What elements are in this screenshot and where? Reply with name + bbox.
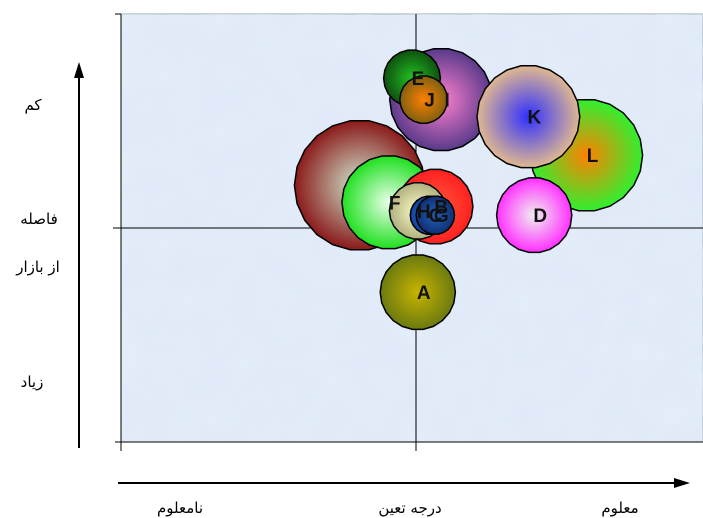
bubble-a — [379, 254, 457, 331]
bubble-label-a: A — [417, 283, 431, 304]
y-label-mid-2: از بازار — [15, 258, 60, 276]
bubble-label-j: J — [424, 91, 435, 112]
bubble-d — [495, 177, 573, 254]
bubble-k — [476, 65, 581, 169]
bubble-label-i: I — [444, 91, 449, 112]
bubble-label-l: L — [587, 146, 599, 167]
bubble-label-h: H — [417, 202, 431, 223]
bubble-label-c: C — [429, 206, 443, 227]
bubble-label-k: K — [528, 108, 542, 129]
bubble-label-g: G — [434, 206, 449, 227]
y-label-top: کم — [24, 96, 42, 114]
y-arrow-head-icon — [74, 62, 84, 78]
x-label-low: نامعلوم — [157, 499, 203, 517]
y-label-bottom: زیاد — [21, 373, 44, 391]
bubble-label-b: B — [434, 198, 448, 219]
bubble-j — [399, 75, 449, 124]
bubble-label-d: D — [533, 206, 547, 227]
x-arrow-head-icon — [674, 478, 690, 488]
bubble-g — [415, 195, 456, 235]
bubble-layer: A BC D E F GH IJ K L — [293, 47, 644, 331]
x-label-mid: درجه تعین — [378, 499, 441, 517]
x-label-high: معلوم — [601, 499, 638, 517]
bubble-label-e: E — [412, 69, 425, 90]
y-label-mid-1: فاصله — [20, 210, 58, 228]
bubble-label-f: F — [389, 193, 401, 214]
